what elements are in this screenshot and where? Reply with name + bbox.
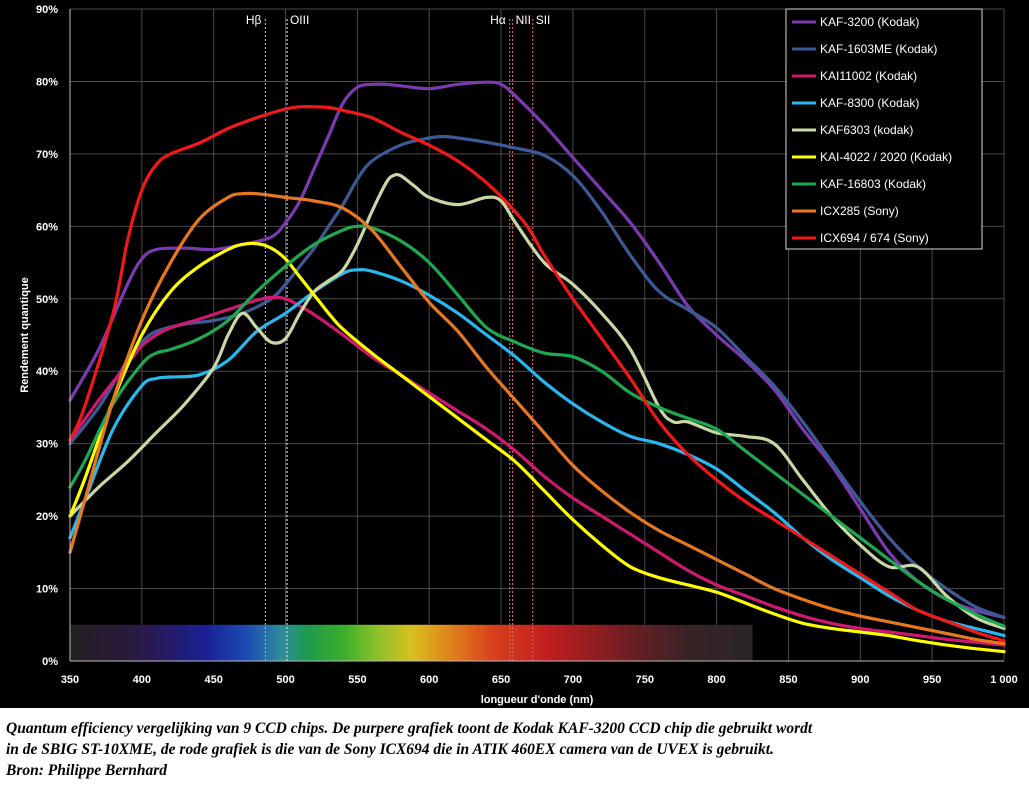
x-tick-label: 700	[564, 674, 582, 686]
series-line	[68, 224, 1006, 628]
spectral-line-label: Hα	[490, 13, 506, 27]
series-line	[68, 241, 1006, 654]
x-axis-title: longueur d'onde (nm)	[481, 694, 594, 706]
x-tick-label: 400	[133, 674, 151, 686]
legend: KAF-3200 (Kodak) KAF-1603ME (Kodak) KAI110…	[785, 8, 983, 250]
spectral-line-label: NII	[516, 13, 531, 27]
y-tick-label: 80%	[36, 76, 58, 88]
spectral-line-label: SII	[536, 13, 551, 27]
axes: 0% 10% 20% 30% 40% 50% 60% 70% 80% 90% 350 400 450 50…	[19, 4, 1018, 706]
legend-entry: KAI11002 (Kodak)	[820, 69, 917, 83]
legend-box	[785, 8, 983, 250]
x-tick-label: 950	[923, 674, 941, 686]
chart-panel: Hβ OIII Hα NII SII 0% 10% 20% 30% 40% 50% 60% 70% 80…	[0, 0, 1029, 708]
x-tick-label: 750	[636, 674, 654, 686]
caption-line-3: Bron: Philippe Bernhard	[6, 762, 168, 779]
legend-entry: KAF-3200 (Kodak)	[820, 15, 919, 29]
caption-line-1: Quantum efficiency vergelijking van 9 CC…	[6, 720, 813, 737]
legend-entry: KAI-4022 / 2020 (Kodak)	[820, 150, 952, 164]
y-tick-label: 0%	[42, 656, 58, 668]
legend-entry: ICX694 / 674 (Sony)	[820, 231, 929, 245]
y-tick-label: 10%	[36, 584, 58, 596]
y-tick-label: 50%	[36, 294, 58, 306]
x-tick-label: 500	[276, 674, 294, 686]
x-tick-label: 350	[61, 674, 79, 686]
x-tick-label: 800	[707, 674, 725, 686]
spectral-line-label: OIII	[290, 13, 309, 27]
x-tick-label: 450	[205, 674, 223, 686]
legend-entry: ICX285 (Sony)	[820, 204, 899, 218]
figure-caption: Quantum efficiency vergelijking van 9 CC…	[6, 718, 1024, 781]
legend-entry: KAF-1603ME (Kodak)	[820, 42, 937, 56]
y-tick-label: 60%	[36, 221, 58, 233]
series-line	[68, 191, 1006, 646]
spectrum-band	[70, 624, 753, 661]
x-tick-label: 550	[348, 674, 366, 686]
legend-entry: KAF-8300 (Kodak)	[820, 96, 919, 110]
x-tick-label: 850	[779, 674, 797, 686]
series-line	[68, 295, 1006, 647]
series-line	[68, 267, 1006, 638]
x-tick-label: 1 000	[990, 674, 1018, 686]
legend-entry: KAF6303 (kodak)	[820, 123, 913, 137]
legend-entry: KAF-16803 (Kodak)	[820, 177, 926, 191]
y-tick-label: 30%	[36, 439, 58, 451]
series-lines	[68, 80, 1006, 654]
caption-line-2: in de SBIG ST-10XME, de rode grafiek is …	[6, 741, 774, 758]
x-tick-label: 900	[851, 674, 869, 686]
y-tick-label: 40%	[36, 366, 58, 378]
qe-chart: Hβ OIII Hα NII SII 0% 10% 20% 30% 40% 50% 60% 70% 80…	[19, 4, 1018, 706]
x-tick-label: 600	[420, 674, 438, 686]
y-tick-label: 20%	[36, 511, 58, 523]
series-line	[68, 172, 1006, 630]
y-tick-label: 90%	[36, 4, 58, 16]
y-tick-label: 70%	[36, 149, 58, 161]
series-line	[68, 134, 1006, 620]
spectrum-band-rect	[70, 624, 753, 661]
series-line	[68, 80, 1006, 620]
spectral-line-label: Hβ	[246, 13, 262, 27]
series-line	[68, 104, 1006, 643]
x-tick-label: 650	[492, 674, 510, 686]
y-axis-title: Rendement quantique	[19, 277, 31, 393]
